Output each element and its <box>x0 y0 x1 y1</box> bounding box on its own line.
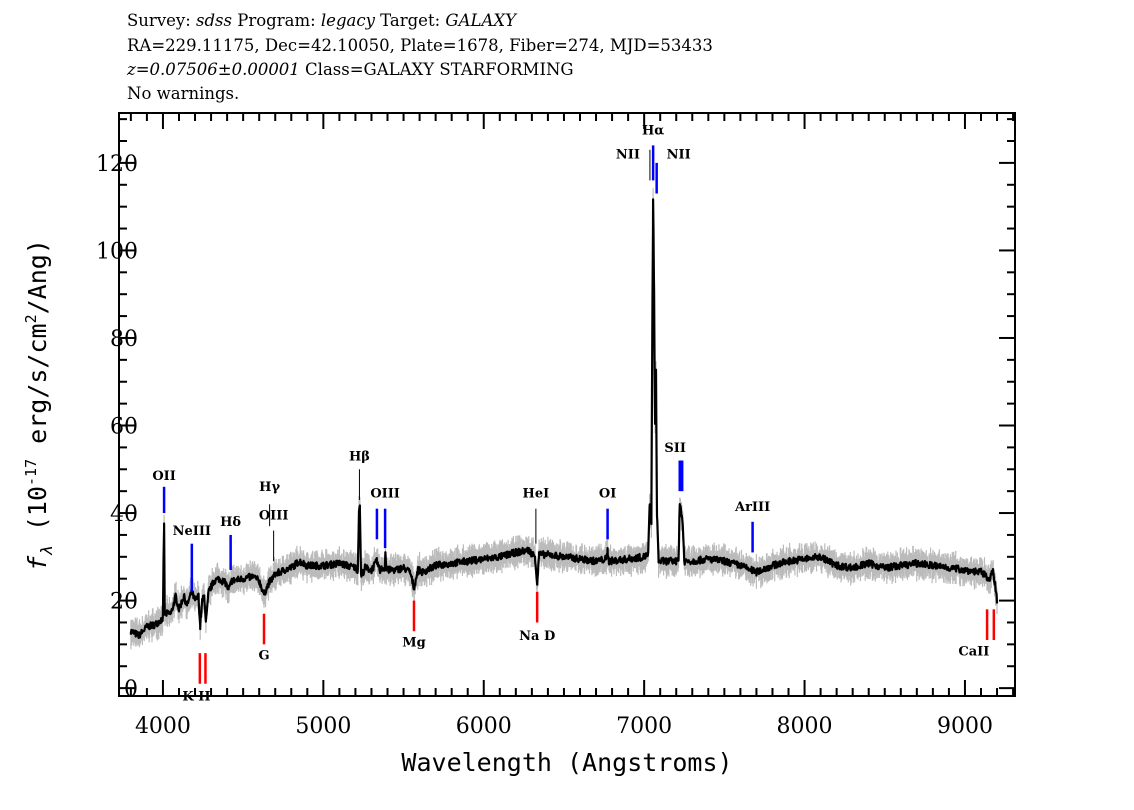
x-tick-label: 8000 <box>777 714 833 739</box>
line-label: NeIII <box>173 524 211 539</box>
line-label: NII <box>667 148 691 163</box>
x-tick-label: 4000 <box>135 714 191 739</box>
flux-series <box>129 198 999 639</box>
flux-line-path <box>129 198 999 639</box>
x-tick-label: 9000 <box>937 714 993 739</box>
line-label: ArIII <box>734 500 770 515</box>
line-label: OIII <box>370 487 400 502</box>
x-tick-label: 5000 <box>295 714 351 739</box>
redshift: z=0.07506±0.00001 <box>126 60 300 79</box>
y-tick-label: 120 <box>96 152 138 177</box>
line-label: CaII <box>958 644 989 659</box>
line-label: SII <box>664 441 686 456</box>
y-axis-label: fλ (10-17 erg/s/cm2/Ang) <box>22 239 56 571</box>
line-label: HeI <box>523 487 550 502</box>
line-label: OII <box>152 469 176 484</box>
axes: 4000 5000 6000 7000 8000 9000 0 20 40 60 80 100 120 <box>96 113 1015 739</box>
line-label: NII <box>616 148 640 163</box>
line-label: OIII <box>259 509 289 524</box>
x-axis-label: Wavelength (Angstroms) <box>401 748 732 777</box>
y-tick-label: 80 <box>110 327 138 352</box>
x-tick-label: 6000 <box>456 714 512 739</box>
class: Class=GALAXY STARFORMING <box>300 60 574 79</box>
header-line-3: z=0.07506±0.00001 Class=GALAXY STARFORMI… <box>126 60 574 79</box>
target-value: GALAXY <box>445 11 518 30</box>
target-key: Target: <box>375 11 445 30</box>
y-tick-label: 100 <box>96 239 138 264</box>
plot-frame <box>118 112 1016 697</box>
header-line-4: No warnings. <box>127 84 239 103</box>
y-tick-label: 20 <box>110 590 138 615</box>
survey-value: sdss <box>196 11 232 30</box>
x-tick-label: 7000 <box>616 714 672 739</box>
survey-key: Survey: <box>127 11 196 30</box>
y-tick-label: 0 <box>124 677 138 702</box>
y-tick-label: 40 <box>110 502 138 527</box>
header-line-2: RA=229.11175, Dec=42.10050, Plate=1678, … <box>127 36 713 55</box>
program-key: Program: <box>232 11 321 30</box>
line-label: Hγ <box>259 480 280 495</box>
line-label: G <box>258 649 269 664</box>
error-band-path <box>130 188 998 650</box>
line-label: Na D <box>519 629 555 644</box>
header: Survey: sdss Program: legacy Target: GAL… <box>126 11 713 103</box>
line-label: OI <box>599 487 616 502</box>
line-label: Hβ <box>349 450 370 465</box>
line-label: Hδ <box>220 515 241 530</box>
line-label: Mg <box>402 636 425 651</box>
line-label: Hα <box>642 123 664 138</box>
error-band <box>130 188 998 650</box>
y-tick-label: 60 <box>110 415 138 440</box>
header-line-1: Survey: sdss Program: legacy Target: GAL… <box>127 11 518 30</box>
program-value: legacy <box>321 11 376 30</box>
